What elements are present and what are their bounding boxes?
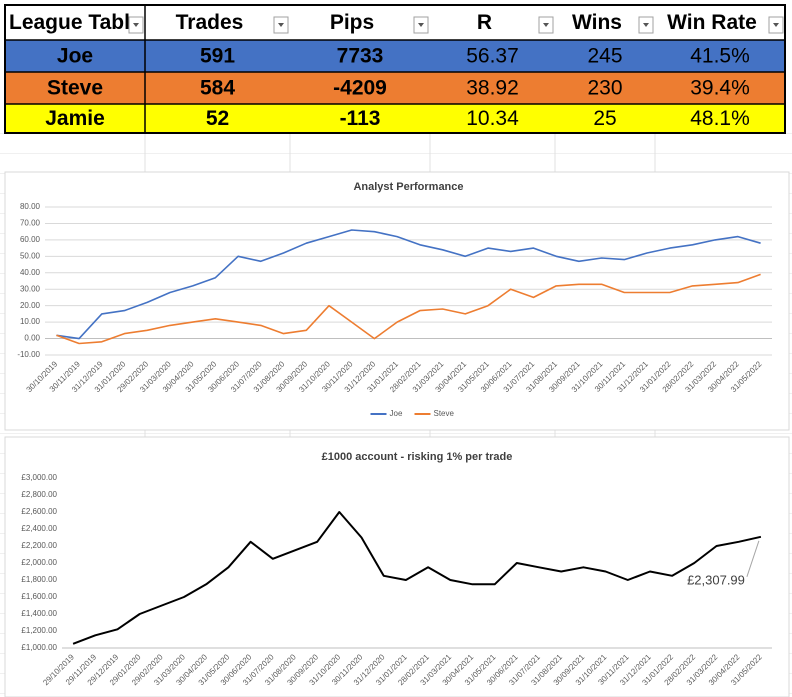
table-cell: 52	[206, 107, 229, 130]
y-tick-label: 70.00	[20, 219, 41, 228]
table-cell: 41.5%	[690, 45, 750, 68]
y-tick-label: 50.00	[20, 251, 41, 260]
series-line	[56, 229, 761, 340]
table-border	[4, 4, 786, 134]
table-cell: 584	[200, 77, 235, 100]
chart-area	[4, 436, 790, 697]
y-tick-label: 0.00	[24, 334, 40, 343]
y-tick-label: 60.00	[20, 235, 41, 244]
table-cell: 56.37	[466, 45, 519, 68]
table-cell: 39.4%	[690, 77, 750, 100]
value-label: £2,307.99	[687, 572, 745, 587]
table-cell: 7733	[337, 45, 384, 68]
header-cell: Trades	[176, 11, 244, 34]
y-tick-label: £1,000.00	[21, 643, 57, 652]
table-cell: 25	[593, 107, 616, 130]
table-cell: 48.1%	[690, 107, 750, 130]
chart-title: £1000 account - risking 1% per trade	[322, 451, 513, 463]
y-tick-label: £2,800.00	[21, 490, 57, 499]
table-cell: Steve	[47, 77, 103, 100]
legend-label: Steve	[434, 409, 455, 418]
header-cell: Win Rate	[667, 11, 757, 34]
table-row-bg	[5, 72, 785, 104]
filter-arrow	[543, 23, 549, 27]
table-row-bg	[5, 40, 785, 72]
table-cell: -4209	[333, 77, 387, 100]
y-tick-label: 30.00	[20, 284, 41, 293]
y-tick-label: £2,600.00	[21, 507, 57, 516]
table-row-bg	[5, 104, 785, 133]
table-cell: 10.34	[466, 107, 519, 130]
legend-label: Joe	[390, 409, 403, 418]
filter-arrow	[643, 23, 649, 27]
y-tick-label: £1,600.00	[21, 592, 57, 601]
y-tick-label: £2,000.00	[21, 558, 57, 567]
header-cell: League Tabl	[9, 11, 130, 34]
header-cell: Wins	[572, 11, 622, 34]
y-tick-label: 20.00	[20, 301, 41, 310]
table-cell: 245	[587, 45, 622, 68]
y-tick-label: -10.00	[17, 350, 40, 359]
y-tick-label: 80.00	[20, 202, 41, 211]
filter-arrow	[278, 23, 284, 27]
y-tick-label: £2,200.00	[21, 541, 57, 550]
filter-arrow	[133, 23, 139, 27]
header-cell: R	[477, 11, 492, 34]
table-cell: 230	[587, 77, 622, 100]
filter-arrow	[418, 23, 424, 27]
table-cell: 38.92	[466, 77, 519, 100]
chart-title: Analyst Performance	[353, 181, 463, 193]
table-cell: Joe	[57, 45, 93, 68]
y-tick-label: 10.00	[20, 317, 41, 326]
y-tick-label: £3,000.00	[21, 473, 57, 482]
table-cell: Jamie	[45, 107, 105, 130]
chart-area	[4, 171, 790, 431]
series-line	[56, 273, 761, 345]
leader-line	[746, 540, 760, 577]
table-cell: 591	[200, 45, 235, 68]
y-tick-label: £2,400.00	[21, 524, 57, 533]
y-tick-label: £1,800.00	[21, 575, 57, 584]
table-cell: -113	[340, 107, 381, 130]
header-cell: Pips	[330, 11, 374, 34]
y-tick-label: £1,400.00	[21, 609, 57, 618]
series-line	[72, 511, 762, 645]
y-tick-label: 40.00	[20, 268, 41, 277]
y-tick-label: £1,200.00	[21, 626, 57, 635]
filter-arrow	[773, 23, 779, 27]
